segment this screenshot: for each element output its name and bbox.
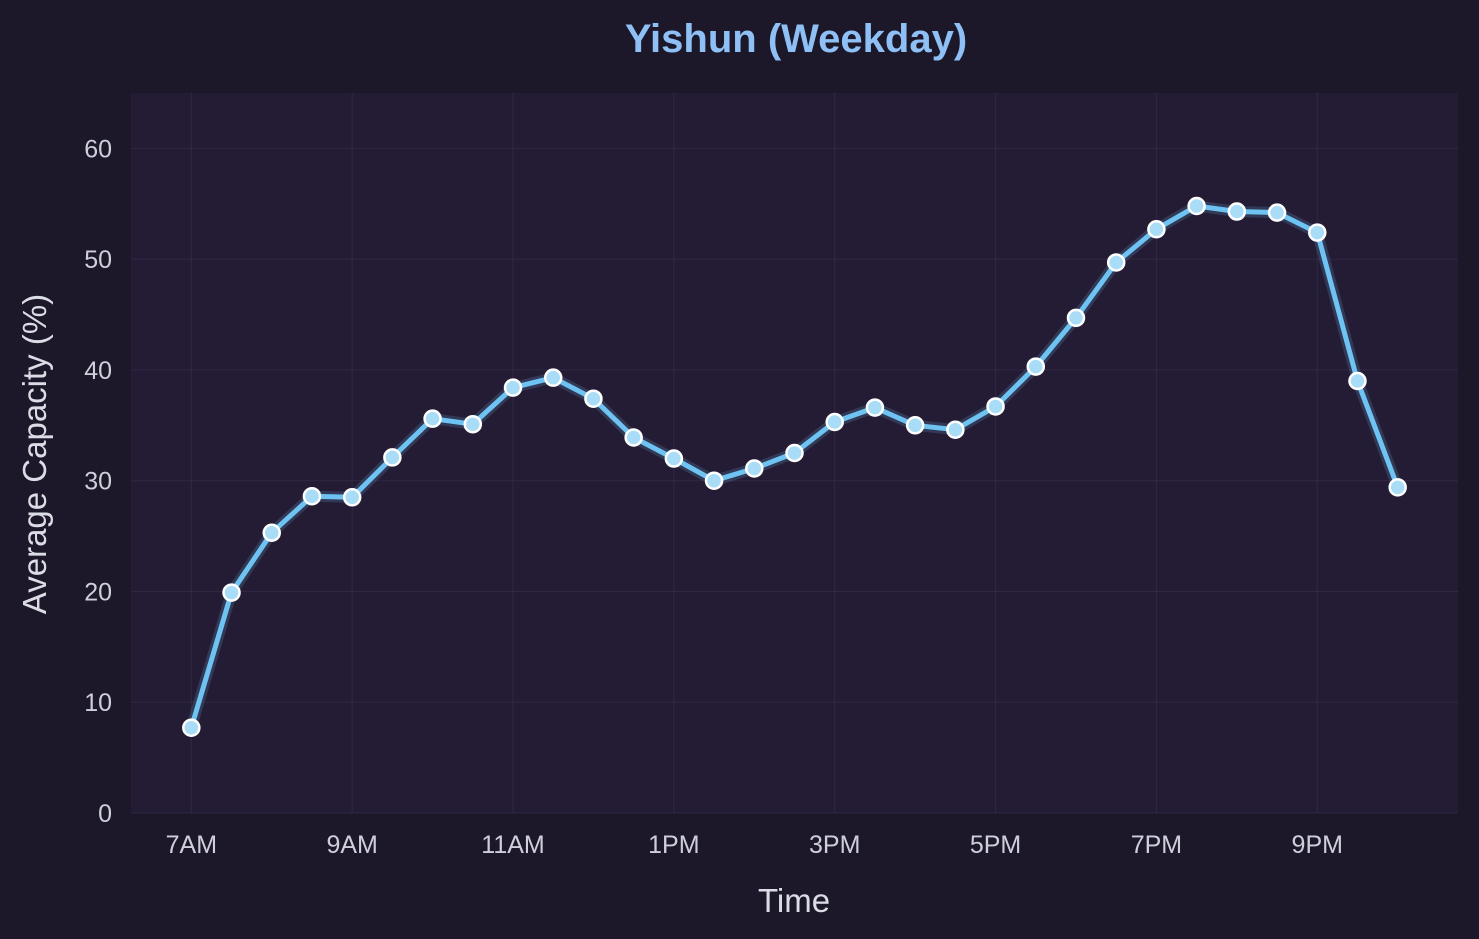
x-tick-label: 9AM: [326, 831, 377, 859]
y-tick-label: 0: [98, 800, 112, 828]
data-point: [865, 398, 885, 417]
data-point: [1348, 371, 1367, 391]
data-point: [543, 368, 563, 387]
data-point: [1308, 223, 1327, 242]
chart-title: Yishun (Weekday): [625, 17, 967, 61]
y-tick-label: 60: [84, 135, 112, 163]
data-point: [825, 412, 844, 432]
y-tick-label: 40: [84, 357, 112, 385]
data-point: [1147, 219, 1166, 239]
x-tick-label: 3PM: [809, 831, 860, 859]
data-point: [423, 409, 442, 428]
data-point: [1267, 203, 1287, 222]
y-tick-label: 50: [84, 246, 112, 274]
data-point: [1388, 478, 1407, 497]
data-point: [222, 583, 241, 602]
y-tick-label: 20: [84, 578, 112, 606]
x-tick-label: 1PM: [648, 831, 699, 859]
y-tick-label: 30: [84, 468, 112, 496]
data-point: [785, 443, 804, 463]
data-point: [664, 449, 684, 468]
x-tick-label: 5PM: [970, 831, 1021, 859]
y-axis-label: Average Capacity (%): [16, 294, 53, 614]
data-point: [1106, 253, 1126, 272]
data-point: [503, 378, 523, 397]
data-point: [624, 428, 643, 447]
data-point: [704, 471, 724, 490]
data-point: [946, 420, 965, 439]
y-tick-label: 10: [84, 689, 112, 717]
data-point: [1026, 357, 1046, 376]
data-point: [463, 414, 483, 434]
x-tick-label: 11AM: [481, 831, 544, 859]
data-point: [1187, 196, 1206, 216]
x-tick-label: 7AM: [166, 831, 217, 859]
x-axis-ticks: 7AM 9AM 11AM 1PM 3PM 5PM 7PM 9PM: [166, 831, 1343, 859]
data-point: [745, 459, 764, 478]
series-points: [182, 196, 1407, 737]
data-point: [905, 416, 925, 435]
x-tick-label: 7PM: [1131, 831, 1182, 859]
data-point: [262, 523, 281, 543]
data-point: [584, 389, 603, 408]
x-axis-label: Time: [758, 882, 830, 919]
data-point: [383, 448, 402, 467]
data-point: [182, 718, 201, 737]
x-tick-label: 9PM: [1292, 831, 1343, 859]
y-axis-ticks: 0 10 20 30 40 50 60: [84, 135, 112, 828]
data-point: [1066, 308, 1086, 328]
data-point: [302, 486, 322, 506]
data-point: [342, 488, 362, 507]
data-point: [986, 397, 1005, 416]
data-point: [1227, 202, 1247, 221]
